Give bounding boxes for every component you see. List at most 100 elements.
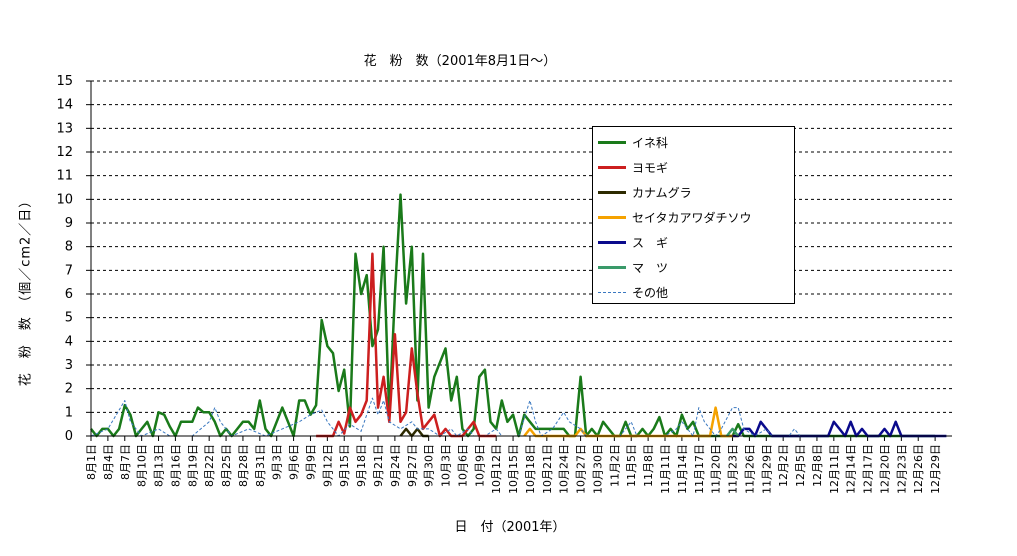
legend: イネ科ヨモギカナムグラセイタカアワダチソウス ギマ ツその他 [592,126,795,304]
y-tick-label: 8 [65,240,73,255]
x-tick-label: 12月17日 [862,444,875,494]
legend-swatch [598,191,626,194]
x-tick-label: 8月1日 [85,444,98,480]
y-tick-label: 0 [65,429,73,444]
x-axis-label: 日 付（2001年） [454,520,566,535]
x-tick-label: 12月23日 [895,444,908,494]
legend-swatch [598,241,626,244]
series-line [399,427,429,438]
x-tick-label: 10月6日 [456,444,469,487]
x-tick-label: 11月8日 [642,444,655,487]
series-line [90,193,936,438]
x-tick-label: 8月22日 [203,444,216,487]
x-tick-label: 8月28日 [237,444,250,487]
legend-label: セイタカアワダチソウ [632,211,752,225]
y-tick-label: 10 [56,192,73,207]
axes [90,81,952,437]
y-tick-label: 11 [56,169,73,184]
x-tick-label: 11月11日 [659,444,672,494]
legend-item: ス ギ [593,230,794,255]
x-tick-label: 10月27日 [575,444,588,494]
x-tick-label: 11月14日 [676,444,689,494]
x-tick-label: 12月5日 [794,444,807,487]
series-lines [90,193,947,438]
y-tick-label: 1 [65,405,73,420]
x-tick-label: 8月13日 [153,444,166,487]
y-tick-label: 5 [65,311,73,326]
x-tick-label: 9月12日 [321,444,334,487]
x-tick-label: 8月16日 [169,444,182,487]
x-tick-label: 12月11日 [828,444,841,494]
legend-item: セイタカアワダチソウ [593,205,794,230]
legend-item: イネ科 [593,130,794,155]
y-tick-label: 12 [56,145,73,160]
y-tick-label: 4 [65,334,73,349]
legend-item: ヨモギ [593,155,794,180]
x-tick-label: 8月4日 [102,444,115,480]
legend-item: その他 [593,280,794,305]
x-tick-label: 10月15日 [507,444,520,494]
chart-title: 花 粉 数（2001年8月1日～） [363,54,557,69]
x-tick-label: 12月29日 [929,444,942,494]
x-tick-label: 10月9日 [473,444,486,487]
x-tick-label: 8月25日 [220,444,233,487]
x-tick-label: 12月14日 [845,444,858,494]
x-tick-label: 9月18日 [355,444,368,487]
series-line [725,427,740,437]
series-line [316,252,497,438]
x-tick-label: 9月15日 [338,444,351,487]
x-tick-label: 11月26日 [743,444,756,494]
x-tick-label: 12月26日 [912,444,925,494]
x-tick-label: 10月18日 [524,444,537,494]
series-line [732,420,947,438]
y-tick-label: 15 [56,74,73,89]
x-tick-label: 10月3日 [440,444,453,487]
x-tick-label: 9月27日 [406,444,419,487]
y-tick-label: 13 [56,121,73,136]
x-tick-label: 9月6日 [288,444,301,480]
x-tick-label: 11月29日 [760,444,773,494]
x-tick-label: 12月8日 [811,444,824,487]
legend-swatch [598,266,626,269]
legend-swatch [598,292,626,293]
x-tick-label: 8月31日 [254,444,267,487]
x-tick-label: 10月21日 [541,444,554,494]
legend-item: マ ツ [593,255,794,280]
x-tick-label: 8月19日 [186,444,199,487]
legend-label: ス ギ [632,236,669,250]
x-tick-label: 11月23日 [727,444,740,494]
y-axis-label: 花 粉 数 （個／cm2／日） [18,193,34,387]
x-tick-label: 11月5日 [625,444,638,487]
legend-label: ヨモギ [632,161,669,175]
x-tick-label: 11月2日 [608,444,621,487]
legend-label: カナムグラ [632,186,692,200]
x-tick-label: 11月17日 [693,444,706,494]
y-tick-label: 2 [65,382,73,397]
x-tick-label: 9月21日 [372,444,385,487]
legend-label: イネ科 [632,136,669,150]
x-tick-label: 9月3日 [271,444,284,480]
x-axis-ticks: 8月1日 8月4日 8月7日 8月10日 8月13日 8月16日 8月19日 8月22日 8月2… [85,436,942,494]
x-tick-label: 12月20日 [878,444,891,494]
x-tick-label: 10月30日 [591,444,604,494]
y-tick-label: 6 [65,287,73,302]
legend-swatch [598,141,626,144]
y-tick-label: 7 [65,263,73,278]
y-tick-label: 9 [65,216,73,231]
gridlines [91,80,952,413]
y-tick-label: 14 [56,98,73,113]
x-tick-label: 8月7日 [119,444,132,480]
x-tick-label: 12月2日 [777,444,790,487]
legend-label: その他 [632,286,669,300]
y-tick-label: 3 [65,358,73,373]
x-tick-label: 10月12日 [490,444,503,494]
x-tick-label: 9月9日 [304,444,317,480]
x-tick-label: 9月30日 [423,444,436,487]
legend-label: マ ツ [632,261,669,275]
legend-swatch [598,216,626,219]
legend-item: カナムグラ [593,180,794,205]
legend-swatch [598,166,626,169]
x-tick-label: 10月24日 [558,444,571,494]
